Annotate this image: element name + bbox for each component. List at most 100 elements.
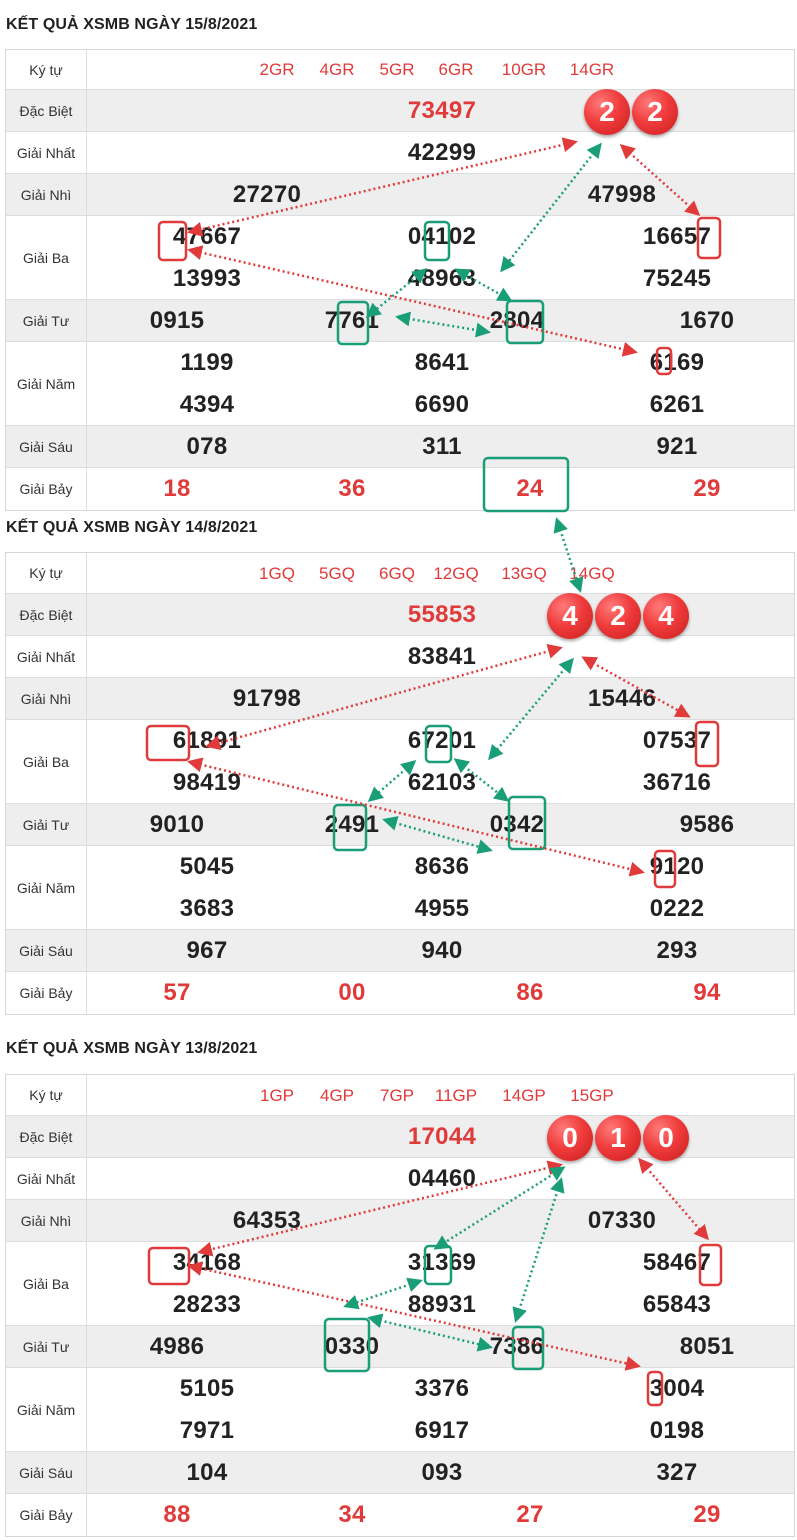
fifth-prize-number: 7971	[179, 1417, 235, 1444]
row-giai-nam: Giải Năm 5105 3376 3004 7971 6917 0198	[6, 1368, 794, 1452]
draw-code: 4GP	[319, 1085, 355, 1105]
row-giai-nhi: Giải Nhì 27270 47998	[6, 174, 794, 216]
sixth-prize-number: 967	[186, 937, 228, 964]
draw-code: 14GR	[569, 60, 615, 79]
row-values: 57 00 86 94	[87, 972, 794, 1014]
row-values: 88 34 27 29	[87, 1494, 794, 1536]
result-table: Ký tự 2GR 4GR 5GR 6GR 10GR 14GR Đặc Biệt 73497 2 2…	[5, 49, 795, 511]
row-values: 104 093 327	[87, 1452, 794, 1493]
row-ky-tu: Ký tự 1GP 4GP 7GP 11GP 14GP 15GP	[6, 1075, 794, 1116]
second-prize-number: 91798	[232, 685, 302, 712]
row-label: Giải Năm	[6, 846, 87, 929]
third-prize-number: 36716	[642, 769, 712, 796]
seventh-prize-number: 18	[163, 475, 191, 502]
row-label: Giải Bảy	[6, 468, 87, 510]
row-values: 5105 3376 3004 7971 6917 0198	[87, 1368, 794, 1451]
row-label: Giải Sáu	[6, 426, 87, 467]
special-prize-number: 73497	[407, 97, 477, 124]
row-values: 83841	[87, 636, 794, 677]
fifth-prize-number: 6690	[414, 391, 470, 418]
third-prize-number: 07537	[642, 727, 712, 754]
row-giai-nhat: Giải Nhất 42299	[6, 132, 794, 174]
seventh-prize-number: 24	[516, 475, 544, 502]
seventh-prize-number: 88	[163, 1501, 191, 1528]
seventh-prize-number: 57	[163, 979, 191, 1006]
sixth-prize-number: 311	[422, 433, 462, 460]
third-prize-number: 48963	[407, 265, 477, 292]
third-prize-number: 47667	[172, 223, 242, 250]
row-giai-nhi: Giải Nhì 64353 07330	[6, 1200, 794, 1242]
draw-code: 5GQ	[319, 563, 355, 583]
row-giai-bay: Giải Bảy 57 00 86 94	[6, 972, 794, 1014]
fifth-prize-number: 5105	[179, 1375, 235, 1402]
fifth-prize-number: 6169	[649, 349, 705, 376]
row-values: 73497 2 2	[87, 89, 794, 135]
row-label: Giải Nhì	[6, 678, 87, 719]
fifth-prize-number: 9120	[649, 853, 705, 880]
row-label: Giải Sáu	[6, 930, 87, 971]
draw-code: 1GQ	[259, 563, 295, 583]
third-prize-number: 75245	[642, 265, 712, 292]
result-table: Ký tự 1GQ 5GQ 6GQ 12GQ 13GQ 14GQ Đặc Biệt 55853 4…	[5, 552, 795, 1015]
seventh-prize-number: 36	[338, 475, 366, 502]
third-prize-number: 61891	[172, 727, 242, 754]
row-values: 4986 0330 7386 8051	[87, 1326, 794, 1367]
fifth-prize-number: 3004	[649, 1375, 705, 1402]
fourth-prize-number: 9010	[149, 811, 205, 838]
row-label: Đặc Biệt	[6, 90, 87, 131]
row-label: Đặc Biệt	[6, 594, 87, 635]
row-label: Ký tự	[6, 50, 87, 89]
row-label: Giải Ba	[6, 216, 87, 299]
row-values: 42299	[87, 132, 794, 173]
result-ball: 0	[547, 1115, 593, 1161]
fourth-prize-number: 7386	[489, 1333, 545, 1360]
third-prize-number: 16657	[642, 223, 712, 250]
seventh-prize-number: 94	[693, 979, 721, 1006]
draw-title: KẾT QUẢ XSMB NGÀY 15/8/2021	[6, 16, 258, 33]
row-giai-bay: Giải Bảy 88 34 27 29	[6, 1494, 794, 1536]
row-label: Giải Tư	[6, 300, 87, 341]
second-prize-number: 64353	[232, 1207, 302, 1234]
row-label: Giải Bảy	[6, 1494, 87, 1536]
row-values: 967 940 293	[87, 930, 794, 971]
row-values: 64353 07330	[87, 1200, 794, 1241]
second-prize-number: 47998	[587, 181, 657, 208]
row-label: Giải Năm	[6, 342, 87, 425]
fourth-prize-number: 2491	[324, 811, 380, 838]
fifth-prize-number: 0198	[649, 1417, 705, 1444]
row-dac-biet: Đặc Biệt 73497 2 2	[6, 89, 794, 135]
row-label: Giải Nhất	[6, 1158, 87, 1199]
third-prize-number: 88931	[407, 1291, 477, 1318]
second-prize-number: 27270	[232, 181, 302, 208]
row-values: 5045 8636 9120 3683 4955 0222	[87, 846, 794, 929]
seventh-prize-number: 86	[516, 979, 544, 1006]
draw-code: 14GQ	[569, 563, 615, 583]
row-values: 1199 8641 6169 4394 6690 6261	[87, 342, 794, 425]
third-prize-number: 65843	[642, 1291, 712, 1318]
draw-code: 10GR	[501, 60, 547, 79]
first-prize-number: 42299	[407, 139, 477, 166]
draw-code: 4GR	[319, 60, 355, 79]
row-giai-tu: Giải Tư 9010 2491 0342 9586	[6, 804, 794, 846]
sixth-prize-number: 293	[656, 937, 698, 964]
row-values: 18 36 24 29	[87, 468, 794, 510]
row-giai-sau: Giải Sáu 104 093 327	[6, 1452, 794, 1494]
draw-title: KẾT QUẢ XSMB NGÀY 13/8/2021	[6, 1040, 258, 1057]
fifth-prize-number: 6261	[649, 391, 705, 418]
row-values: 9010 2491 0342 9586	[87, 804, 794, 845]
draw-title: KẾT QUẢ XSMB NGÀY 14/8/2021	[6, 519, 258, 536]
fourth-prize-number: 1670	[679, 307, 735, 334]
row-values: 34168 31369 58467 28233 88931 65843	[87, 1242, 794, 1325]
fifth-prize-number: 8636	[414, 853, 470, 880]
row-values: 1GQ 5GQ 6GQ 12GQ 13GQ 14GQ	[87, 553, 794, 593]
fifth-prize-number: 4955	[414, 895, 470, 922]
fifth-prize-number: 5045	[179, 853, 235, 880]
special-prize-number: 55853	[407, 601, 477, 628]
row-label: Giải Nhì	[6, 1200, 87, 1241]
fifth-prize-number: 6917	[414, 1417, 470, 1444]
sixth-prize-number: 940	[421, 937, 463, 964]
draw-code: 2GR	[259, 60, 295, 79]
fifth-prize-number: 3683	[179, 895, 235, 922]
fourth-prize-number: 2804	[489, 307, 545, 334]
seventh-prize-number: 29	[693, 1501, 721, 1528]
